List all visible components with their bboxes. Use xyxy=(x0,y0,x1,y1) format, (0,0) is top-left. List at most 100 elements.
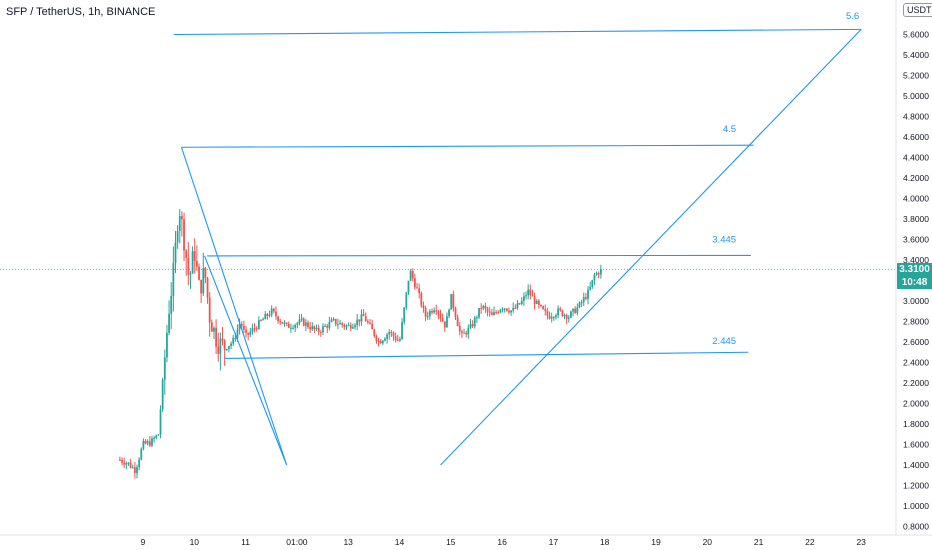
price-tick-label: 3.0000 xyxy=(903,296,929,306)
candle-body xyxy=(364,315,367,322)
candle-body xyxy=(324,325,327,327)
candle-body xyxy=(257,320,260,329)
candle-body xyxy=(159,409,162,435)
candle-body xyxy=(578,302,581,308)
candle-body xyxy=(505,308,508,311)
candle-body xyxy=(121,459,123,463)
candle-body xyxy=(493,312,495,316)
candle-body xyxy=(290,327,292,329)
candle-body xyxy=(467,327,470,335)
candle-body xyxy=(131,467,134,469)
candle-body xyxy=(319,332,322,334)
trend-line xyxy=(225,351,749,359)
candle-body xyxy=(260,320,262,322)
candle-body xyxy=(550,317,553,319)
candle-body xyxy=(133,467,136,473)
drawing-lines[interactable] xyxy=(173,28,862,466)
candle-body xyxy=(570,311,572,318)
price-tick-label: 5.0000 xyxy=(903,91,929,101)
candle-body xyxy=(514,307,517,309)
candle-body xyxy=(213,327,215,332)
candle-body xyxy=(529,289,532,296)
candle-body xyxy=(136,467,138,473)
candle-body xyxy=(544,309,547,311)
candle-body xyxy=(328,321,331,328)
candle-body xyxy=(597,273,600,275)
candle-body xyxy=(465,332,468,335)
candle-body xyxy=(309,327,312,330)
candle-body xyxy=(377,340,380,342)
candle-body xyxy=(473,317,476,327)
candle-body xyxy=(253,328,256,330)
candle-body xyxy=(443,321,446,328)
price-tick-label: 3.6000 xyxy=(903,235,929,245)
candle-body xyxy=(223,340,226,351)
candle-body xyxy=(315,327,318,330)
candle-body xyxy=(431,311,433,313)
candle-body xyxy=(210,322,213,332)
candle-body xyxy=(527,289,530,296)
candle-body xyxy=(198,266,200,280)
candle-body xyxy=(379,341,382,344)
time-tick-label: 13 xyxy=(343,537,353,547)
candles xyxy=(119,208,602,479)
candle-body xyxy=(140,448,143,460)
candle-body xyxy=(339,323,341,325)
candle-body xyxy=(307,322,309,328)
candle-body xyxy=(563,314,566,316)
candle-body xyxy=(144,440,147,444)
price-axis[interactable]: 0.8000 1.0000 1.2000 1.4000 1.6000 1.8000 2.00… xyxy=(895,0,929,535)
candle-body xyxy=(238,324,241,330)
price-tick-label: 4.4000 xyxy=(903,153,929,163)
candle-body xyxy=(450,294,453,310)
candle-body xyxy=(518,303,521,305)
candle-body xyxy=(574,308,577,314)
candle-body xyxy=(176,231,179,243)
candle-body xyxy=(461,331,463,333)
candle-body xyxy=(593,274,596,280)
trend-line xyxy=(173,28,862,36)
candle-body xyxy=(413,278,416,288)
candle-body xyxy=(540,304,542,307)
candle-body xyxy=(119,459,121,461)
candle-body xyxy=(484,305,487,309)
level-label: 4.5 xyxy=(723,124,736,135)
candle-body xyxy=(125,463,128,465)
candle-body xyxy=(345,325,348,327)
candle-body xyxy=(270,308,273,315)
candle-body xyxy=(557,308,560,316)
price-tick-label: 1.8000 xyxy=(903,419,929,429)
candle-body xyxy=(555,315,557,318)
price-tick-label: 5.4000 xyxy=(903,50,929,60)
candle-body xyxy=(262,319,265,321)
time-axis[interactable]: 9 10 11 01:00 13 14 15 16 17 18 19 20 21 22 23 xyxy=(0,534,932,547)
candle-body xyxy=(232,337,235,344)
candle-body xyxy=(373,329,376,336)
candle-body xyxy=(559,308,562,311)
candle-body xyxy=(168,313,170,333)
candle-body xyxy=(317,327,320,333)
candle-body xyxy=(435,310,438,312)
candle-body xyxy=(386,334,389,339)
candle-body xyxy=(178,216,181,232)
candle-body xyxy=(486,308,489,312)
candle-body xyxy=(411,270,414,279)
candle-body xyxy=(195,260,198,267)
candle-body xyxy=(268,314,271,316)
candle-body xyxy=(516,303,519,309)
candle-body xyxy=(478,308,480,318)
candle-body xyxy=(187,257,190,275)
candle-body xyxy=(366,321,369,323)
candle-body xyxy=(469,324,472,328)
candle-body xyxy=(567,317,570,319)
price-tick-label: 4.0000 xyxy=(903,194,929,204)
candle-body xyxy=(281,322,284,324)
trend-line xyxy=(181,144,754,148)
currency-badge[interactable]: USDT xyxy=(903,3,932,17)
candle-body xyxy=(221,338,224,341)
candle-body xyxy=(148,441,151,446)
candle-body xyxy=(193,251,196,261)
candle-body xyxy=(322,326,324,333)
time-tick-label: 16 xyxy=(497,537,507,547)
